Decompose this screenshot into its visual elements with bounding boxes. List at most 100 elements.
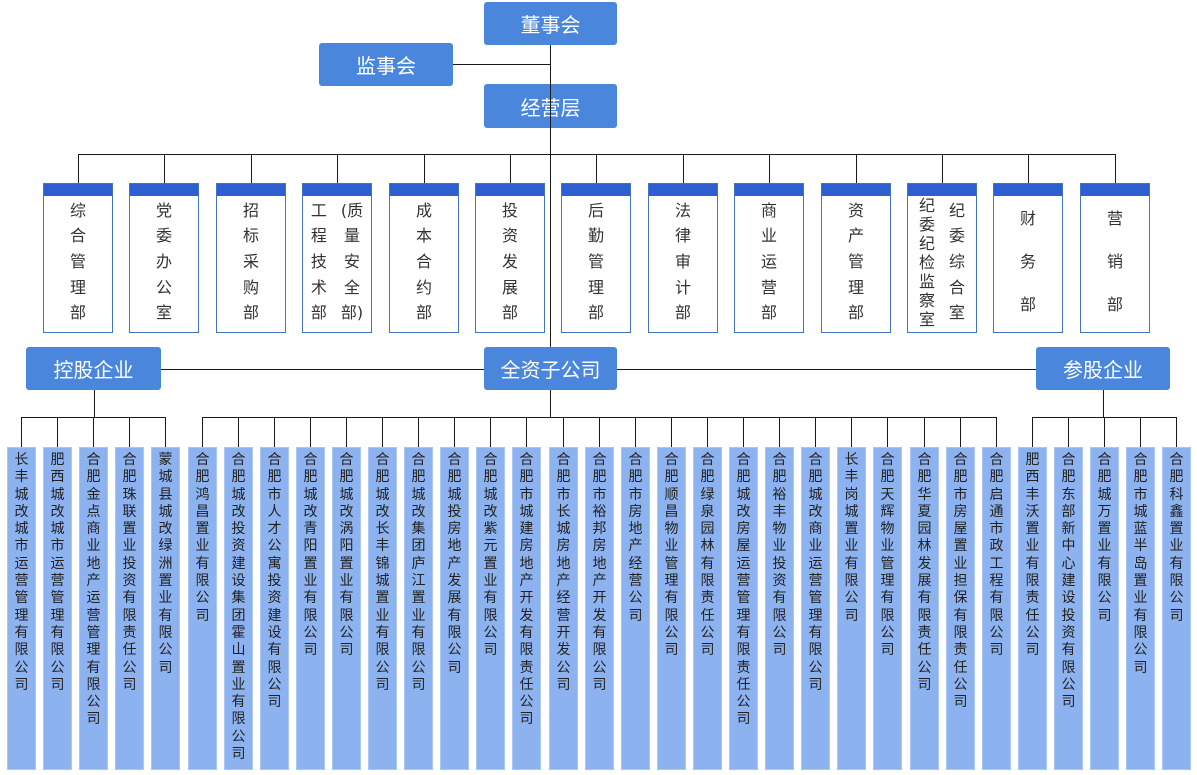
company-name: 合肥城改青阳置业有限公司	[303, 452, 318, 659]
department-box[interactable]: 纪委纪检监察室纪委综合室	[907, 183, 977, 333]
company-box[interactable]: 合肥金点商业地产运营管理有限公司	[79, 447, 108, 770]
company-name: 合肥裕丰物业投资有限公司	[772, 452, 787, 659]
company-box[interactable]: 合肥城万置业有限公司	[1090, 447, 1119, 770]
company-box[interactable]: 合肥市裕邦房地产开发有限公司	[585, 447, 614, 770]
connector-line	[671, 417, 672, 447]
company-name: 合肥华夏园林发展有限责任公司	[917, 452, 932, 693]
company-box[interactable]: 合肥珠联置业投资有限责任公司	[115, 447, 144, 770]
company-name: 长丰岗城置业有限公司	[844, 452, 859, 624]
connector-line	[21, 417, 22, 447]
connector-line	[815, 417, 816, 447]
company-box[interactable]: 合肥城改投资建设集团霍山置业有限公司	[224, 447, 253, 770]
department-label: (质量安全部)	[340, 200, 364, 323]
connector-line	[707, 417, 708, 447]
department-box[interactable]: 后勤管理部	[561, 183, 631, 333]
connector-line	[1115, 154, 1116, 183]
connector-line	[490, 417, 491, 447]
company-box[interactable]: 合肥城改青阳置业有限公司	[296, 447, 325, 770]
minority-stake-companies-box[interactable]: 参股企业	[1036, 347, 1170, 390]
department-header-bar	[130, 184, 198, 196]
department-header-bar	[303, 184, 371, 196]
department-header-bar	[390, 184, 458, 196]
company-name: 合肥市城蓝半岛置业有限公司	[1133, 452, 1148, 676]
connector-line	[78, 154, 79, 183]
company-box[interactable]: 合肥市城蓝半岛置业有限公司	[1126, 447, 1155, 770]
company-name: 合肥城万置业有限公司	[1097, 452, 1112, 624]
department-header-bar	[735, 184, 803, 196]
company-box[interactable]: 长丰岗城置业有限公司	[837, 447, 866, 770]
connector-line	[1176, 417, 1177, 447]
company-box[interactable]: 合肥城改长丰锦城置业有限公司	[368, 447, 397, 770]
company-name: 合肥城改房屋运营管理有限责任公司	[736, 452, 751, 728]
company-box[interactable]: 合肥城改紫元置业有限公司	[476, 447, 505, 770]
company-box[interactable]: 合肥科鑫置业有限公司	[1162, 447, 1191, 770]
connector-line	[424, 154, 425, 183]
company-box[interactable]: 合肥城投房地产发展有限公司	[440, 447, 469, 770]
company-name: 合肥启通市政工程有限公司	[989, 452, 1004, 659]
company-name: 蒙城县城改绿洲置业有限公司	[158, 452, 173, 676]
company-name: 合肥市房屋置业担保有限责任公司	[953, 452, 968, 711]
connector-line	[129, 417, 130, 447]
company-name: 合肥绿泉园林有限责任公司	[700, 452, 715, 659]
supervisors-box[interactable]: 监事会	[319, 43, 453, 86]
company-box[interactable]: 合肥市房地产经营公司	[621, 447, 650, 770]
company-box[interactable]: 合肥城改集团庐江置业有限公司	[404, 447, 433, 770]
department-label: 营销部	[1106, 209, 1123, 314]
company-name: 合肥城改商业运营管理有限公司	[808, 452, 823, 693]
connector-line	[251, 154, 252, 183]
company-box[interactable]: 肥西城改城市运营管理有限公司	[43, 447, 72, 770]
connector-line	[453, 64, 550, 65]
department-box[interactable]: 法律审计部	[648, 183, 718, 333]
connector-line	[1032, 417, 1033, 447]
company-box[interactable]: 合肥城改房屋运营管理有限责任公司	[729, 447, 758, 770]
company-box[interactable]: 合肥绿泉园林有限责任公司	[693, 447, 722, 770]
company-box[interactable]: 蒙城县城改绿洲置业有限公司	[151, 447, 180, 770]
company-name: 合肥市城建房地产开发有限责任公司	[519, 452, 534, 728]
department-box[interactable]: 招标采购部	[216, 183, 286, 333]
department-box[interactable]: 党委办公室	[129, 183, 199, 333]
department-box[interactable]: 成本合约部	[389, 183, 459, 333]
company-box[interactable]: 肥西丰沃置业有限责任公司	[1018, 447, 1047, 770]
connector-line	[346, 417, 347, 447]
connector-line	[510, 154, 511, 183]
connector-line	[550, 390, 551, 418]
connector-line	[165, 417, 166, 447]
company-box[interactable]: 合肥东部新中心建设投资有限公司	[1054, 447, 1083, 770]
company-box[interactable]: 长丰城改城市运营管理有限公司	[7, 447, 36, 770]
department-label: 投资发展部	[501, 200, 518, 323]
company-name: 合肥天辉物业管理有限公司	[880, 452, 895, 659]
department-box[interactable]: 资产管理部	[821, 183, 891, 333]
department-box[interactable]: 工程技术部 (质量安全部)	[302, 183, 372, 333]
company-box[interactable]: 合肥裕丰物业投资有限公司	[765, 447, 794, 770]
board-box[interactable]: 董事会	[484, 2, 617, 45]
company-box[interactable]: 合肥市人才公寓投资建设有限公司	[260, 447, 289, 770]
company-box[interactable]: 合肥城改商业运营管理有限公司	[801, 447, 830, 770]
connector-line	[769, 154, 770, 183]
connector-line	[94, 390, 95, 418]
company-name: 合肥城改紫元置业有限公司	[483, 452, 498, 659]
company-box[interactable]: 合肥天辉物业管理有限公司	[873, 447, 902, 770]
company-box[interactable]: 合肥市房屋置业担保有限责任公司	[946, 447, 975, 770]
company-box[interactable]: 合肥市城建房地产开发有限责任公司	[512, 447, 541, 770]
company-box[interactable]: 合肥城改涡阳置业有限公司	[332, 447, 361, 770]
connector-line	[93, 417, 94, 447]
department-box[interactable]: 营销部	[1080, 183, 1150, 333]
department-box[interactable]: 财务部	[993, 183, 1063, 333]
company-box[interactable]: 合肥华夏园林发展有限责任公司	[910, 447, 939, 770]
connector-line	[599, 417, 600, 447]
department-header-bar	[1081, 184, 1149, 196]
company-box[interactable]: 合肥鸿昌置业有限公司	[188, 447, 217, 770]
department-box[interactable]: 投资发展部	[475, 183, 545, 333]
company-box[interactable]: 合肥启通市政工程有限公司	[982, 447, 1011, 770]
company-name: 合肥珠联置业投资有限责任公司	[122, 452, 137, 693]
connector-line	[202, 417, 203, 447]
department-box[interactable]: 综合管理部	[43, 183, 113, 333]
company-box[interactable]: 合肥市长城房地产经营开发公司	[549, 447, 578, 770]
company-box[interactable]: 合肥顺昌物业管理有限公司	[657, 447, 686, 770]
holding-companies-box[interactable]: 控股企业	[26, 347, 161, 390]
wholly-owned-subsidiaries-box[interactable]: 全资子公司	[484, 347, 617, 390]
connector-line	[887, 417, 888, 447]
company-name: 合肥市裕邦房地产开发有限公司	[592, 452, 607, 693]
connector-line	[779, 417, 780, 447]
department-box[interactable]: 商业运营部	[734, 183, 804, 333]
